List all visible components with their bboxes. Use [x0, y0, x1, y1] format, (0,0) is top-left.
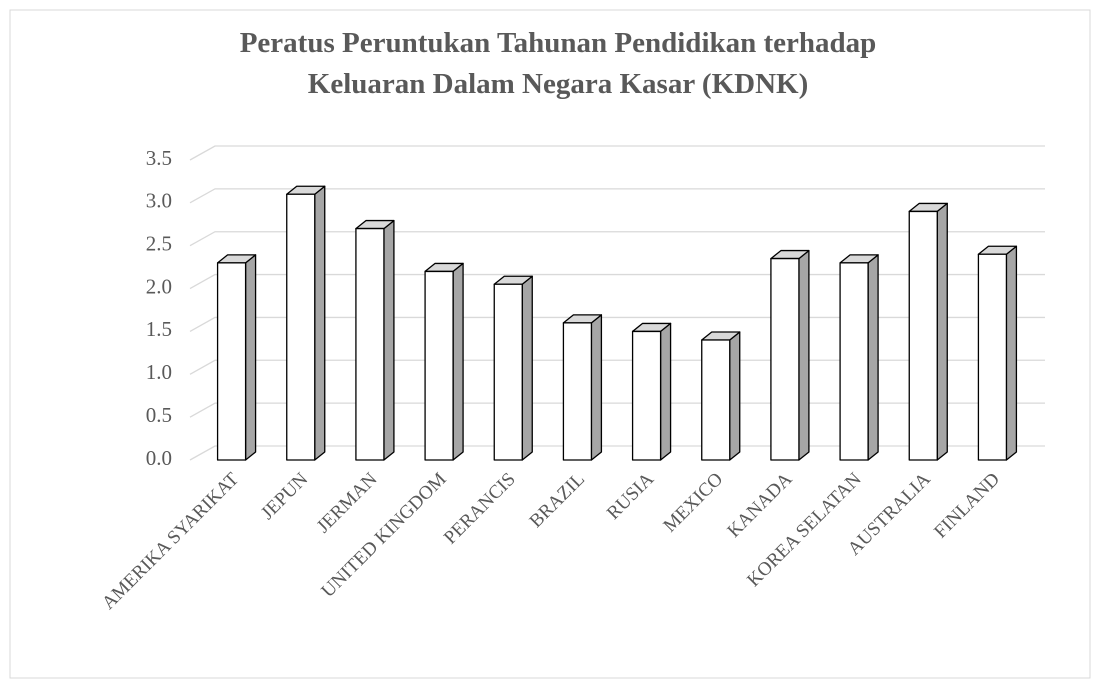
- bar-side: [244, 254, 257, 461]
- bar: [770, 249, 810, 461]
- grid-line: [189, 188, 1045, 204]
- grid-line: [189, 273, 1045, 290]
- y-tick-label: 1.0: [146, 360, 172, 384]
- bar-side: [729, 331, 741, 461]
- bar-side: [314, 185, 326, 461]
- bar: [493, 275, 533, 461]
- bar-front: [216, 262, 247, 461]
- grid-line: [189, 402, 1045, 418]
- y-tick-label: 2.5: [146, 232, 172, 256]
- bar-front: [701, 339, 731, 461]
- grid-line: [189, 316, 1045, 332]
- grid-line: [189, 145, 1045, 161]
- bar: [216, 254, 257, 461]
- bar-side: [798, 249, 810, 461]
- bar-side: [936, 202, 948, 461]
- bar-front: [839, 262, 869, 461]
- bar-front: [562, 322, 593, 461]
- grid-line: [189, 359, 1045, 375]
- bar-side: [383, 219, 395, 461]
- bar: [286, 185, 326, 461]
- bar: [908, 202, 948, 461]
- y-tick-label: 3.0: [146, 189, 172, 213]
- grid-line: [189, 231, 1045, 247]
- bar-side: [659, 322, 672, 461]
- bar-front: [286, 193, 316, 461]
- chart-title: Keluaran Dalam Negara Kasar (KDNK): [308, 68, 808, 100]
- chart-title: Peratus Peruntukan Tahunan Pendidikan te…: [240, 27, 877, 59]
- bar-side: [521, 275, 533, 461]
- y-tick-label: 3.5: [146, 146, 172, 170]
- bar-front: [493, 283, 523, 461]
- bar: [631, 322, 672, 461]
- bar: [701, 331, 741, 461]
- bar-front: [355, 227, 385, 461]
- bar-side: [452, 262, 464, 461]
- bar: [977, 245, 1018, 461]
- y-tick-label: 0.0: [146, 446, 172, 470]
- grid-line: [189, 445, 1045, 461]
- y-tick-label: 1.5: [146, 317, 172, 341]
- bar-side: [1005, 245, 1018, 461]
- bar-front: [424, 270, 454, 461]
- bar: [839, 254, 879, 461]
- bar: [562, 314, 603, 461]
- bar-front: [977, 253, 1008, 461]
- bar-front: [631, 330, 662, 461]
- bar-front: [770, 257, 800, 461]
- bar-side: [867, 254, 879, 461]
- bar-front: [908, 210, 938, 461]
- bar: [424, 262, 464, 461]
- y-tick-label: 0.5: [146, 403, 172, 427]
- bar: [355, 219, 395, 461]
- y-tick-label: 2.0: [146, 274, 172, 298]
- bar-side: [590, 314, 603, 461]
